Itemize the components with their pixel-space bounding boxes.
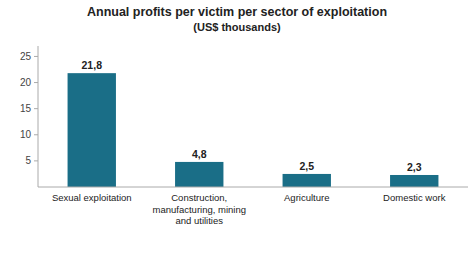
y-tick xyxy=(34,134,38,135)
x-tick-label: Agriculture xyxy=(284,192,329,203)
subtitle: (US$ thousands) xyxy=(193,21,281,33)
chart-svg: Annual profits per victim per sector of … xyxy=(0,0,474,259)
y-tick-label: 20 xyxy=(20,77,32,88)
bar xyxy=(283,174,331,187)
y-tick xyxy=(34,56,38,57)
y-tick-label: 5 xyxy=(25,155,31,166)
x-axis-line xyxy=(38,187,468,188)
bar xyxy=(68,73,116,187)
x-tick-label-line: Agriculture xyxy=(284,192,329,203)
x-tick-label: Domestic work xyxy=(383,192,446,203)
data-label: 4,8 xyxy=(192,148,207,160)
y-tick-label: 15 xyxy=(20,103,32,114)
x-tick-label: Construction,manufacturing, miningand ut… xyxy=(153,192,246,226)
title: Annual profits per victim per sector of … xyxy=(87,5,387,19)
y-tick xyxy=(34,108,38,109)
x-tick-label: Sexual exploitation xyxy=(52,192,132,203)
bars xyxy=(68,73,439,187)
data-label: 2,3 xyxy=(407,161,422,173)
data-label: 21,8 xyxy=(82,59,103,71)
x-tick-label-line: and utilities xyxy=(175,215,223,226)
x-tick-label-line: Domestic work xyxy=(383,192,446,203)
y-tick-label: 10 xyxy=(20,129,32,140)
bar xyxy=(175,162,223,187)
y-axis-line xyxy=(38,46,39,187)
y-tick-label: 25 xyxy=(20,51,32,62)
data-label: 2,5 xyxy=(299,160,314,172)
y-tick xyxy=(34,82,38,83)
y-tick xyxy=(34,160,38,161)
x-tick-label-line: Sexual exploitation xyxy=(52,192,132,203)
chart-container: Annual profits per victim per sector of … xyxy=(0,0,474,259)
x-tick-label-line: Construction, xyxy=(171,192,227,203)
bar xyxy=(390,175,438,187)
x-tick-label-line: manufacturing, mining xyxy=(153,204,246,215)
